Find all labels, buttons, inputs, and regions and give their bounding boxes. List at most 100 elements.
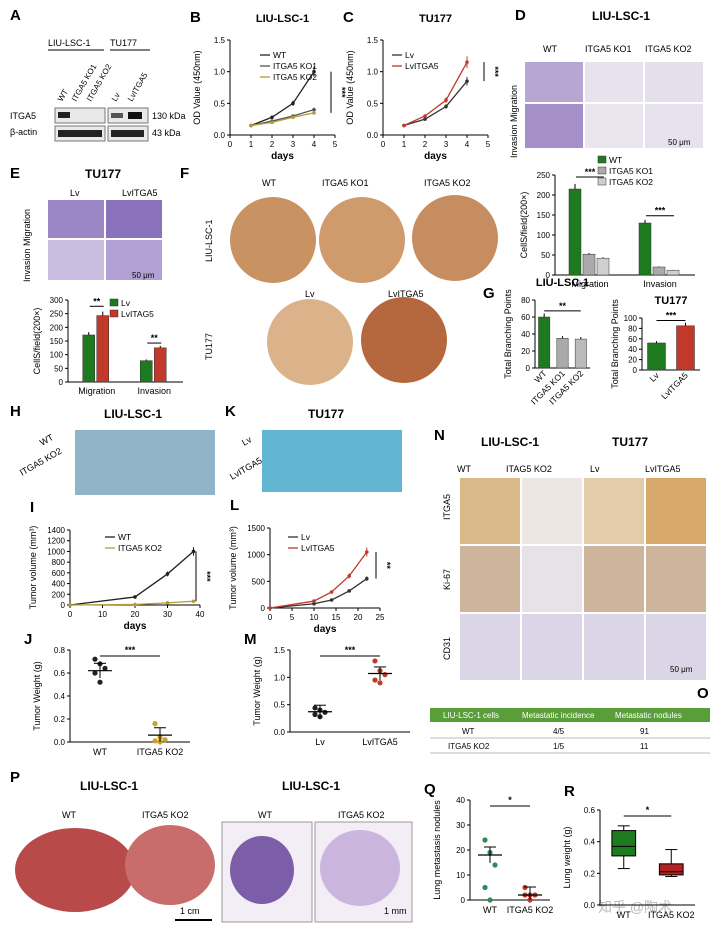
blot-cell-label: TU177 bbox=[110, 38, 137, 48]
ihc-image bbox=[460, 614, 520, 680]
y-tick-label: 100 bbox=[537, 231, 551, 240]
panel-letter: E bbox=[10, 165, 20, 182]
x-tick-label: LvITGA5 bbox=[362, 737, 398, 747]
micrograph bbox=[585, 104, 643, 148]
blot-cell-label: LIU-LSC-1 bbox=[48, 38, 91, 48]
scatter-chart-M: 0.0 0.5 1.0 1.5 Tumor Weight (g) Lv LvITGA5 ***… bbox=[244, 631, 410, 747]
ihc-image bbox=[646, 614, 706, 680]
data-point bbox=[312, 599, 316, 603]
legend-entry: Lv bbox=[121, 298, 131, 308]
col-label: WT bbox=[457, 464, 471, 474]
y-tick-label: 1400 bbox=[47, 526, 65, 535]
row-label: Ki-67 bbox=[442, 569, 452, 590]
col-label: ITGA5 KO1 bbox=[585, 44, 632, 54]
legend-swatch bbox=[597, 155, 607, 164]
data-point bbox=[347, 574, 352, 578]
y-axis-label: CellS/field(200×) bbox=[519, 192, 529, 259]
panel-title: LIU-LSC-1 bbox=[80, 779, 138, 793]
y-tick-label: 0.0 bbox=[367, 131, 379, 140]
side-label: Invasion Migration bbox=[22, 209, 32, 282]
col-label: LvITGA5 bbox=[645, 464, 681, 474]
x-tick-label: WT bbox=[617, 910, 631, 920]
x-tick-label: 25 bbox=[376, 613, 385, 622]
bar bbox=[666, 269, 680, 276]
data-point bbox=[347, 589, 352, 593]
panel-letter: I bbox=[30, 499, 34, 516]
ihc-image bbox=[584, 546, 644, 612]
x-axis-label: days bbox=[314, 624, 337, 635]
y-tick-label: 30 bbox=[456, 821, 465, 830]
scale-bar-label: 50 μm bbox=[670, 665, 693, 674]
y-tick-label: 0.4 bbox=[54, 692, 66, 701]
col-label: WT bbox=[62, 810, 76, 820]
y-tick-label: 10 bbox=[456, 871, 465, 880]
legend-entry: LvITGA5 bbox=[301, 543, 335, 553]
bar bbox=[556, 338, 569, 369]
row-label: ITGA5 bbox=[442, 494, 452, 520]
micrograph bbox=[106, 240, 162, 280]
y-tick-label: 600 bbox=[52, 569, 66, 578]
y-tick-label: 40 bbox=[521, 330, 530, 339]
lung-photo bbox=[125, 825, 215, 905]
col-label: ITGA5 KO2 bbox=[142, 810, 189, 820]
data-point bbox=[444, 104, 448, 109]
box-chart-R: 0.0 0.2 0.4 0.6 Lung weight (g) WT ITGA5 KO2 * R bbox=[562, 783, 695, 920]
blot-row-label: β-actin bbox=[10, 127, 37, 137]
panel-title: TU177 bbox=[308, 407, 344, 421]
watermark: 知乎 @陶术 bbox=[598, 899, 672, 915]
legend-entry: WT bbox=[609, 155, 622, 165]
bar bbox=[582, 253, 596, 276]
y-tick-label: 1.5 bbox=[214, 36, 226, 45]
series-line bbox=[269, 551, 368, 609]
table-cell: WT bbox=[462, 727, 475, 736]
col-label: ITGA5 KO2 bbox=[338, 810, 385, 820]
series-line bbox=[69, 550, 194, 606]
x-tick-label: Invasion bbox=[643, 279, 677, 289]
y-tick-label: 250 bbox=[537, 171, 551, 180]
y-tick-label: 0 bbox=[261, 604, 266, 613]
ihc-image bbox=[646, 478, 706, 544]
col-label: LvITGA5 bbox=[388, 289, 424, 299]
bar bbox=[676, 325, 695, 371]
x-tick-label: LvITGA5 bbox=[659, 370, 690, 401]
chart-title: LIU-LSC-1 bbox=[536, 277, 589, 289]
panel-title: LIU-LSC-1 bbox=[104, 407, 162, 421]
x-tick-label: ITGA5 KO2 bbox=[137, 747, 184, 757]
y-tick-label: 800 bbox=[52, 558, 66, 567]
bar bbox=[574, 338, 587, 369]
micrograph bbox=[585, 62, 643, 102]
ihc-image bbox=[460, 478, 520, 544]
data-point bbox=[291, 115, 295, 120]
panel-letter: F bbox=[180, 165, 189, 182]
panel-title: TU177 bbox=[85, 167, 121, 181]
micrograph bbox=[106, 200, 162, 238]
table-cell: 4/5 bbox=[553, 727, 565, 736]
panel-letter: A bbox=[10, 7, 21, 24]
data-point bbox=[492, 862, 498, 868]
line-chart-L: 0 500 1000 1500 Tumor volume (mm³) 0 5 10 15 20 25… bbox=[228, 497, 392, 635]
chart-title: TU177 bbox=[419, 13, 452, 25]
kda-label: 130 kDa bbox=[152, 111, 186, 121]
data-point bbox=[377, 680, 383, 686]
y-tick-label: 20 bbox=[628, 356, 637, 365]
bar-chart-D2: 0 50 100 150 200 250 CellS/field(200×) Migratio… bbox=[519, 155, 695, 289]
legend-entry: Lv bbox=[405, 50, 415, 60]
data-point bbox=[329, 590, 334, 594]
panel-e: E TU177 Lv LvITGA5 Invasion Migration 50… bbox=[10, 165, 162, 282]
ihc-image bbox=[522, 614, 582, 680]
x-tick-label: 4 bbox=[465, 140, 470, 149]
legend-entry: WT bbox=[118, 532, 131, 542]
bar bbox=[140, 360, 153, 383]
y-axis-label: Tumor Weight (g) bbox=[252, 656, 262, 726]
series-line bbox=[269, 578, 368, 609]
ihc-image bbox=[646, 546, 706, 612]
blot-band bbox=[128, 112, 142, 119]
sig-label: ** bbox=[559, 301, 567, 311]
series-line bbox=[250, 109, 315, 127]
bar bbox=[538, 316, 551, 369]
y-tick-label: 1.5 bbox=[274, 646, 286, 655]
panel-letter: M bbox=[244, 631, 257, 648]
sig-label: ** bbox=[151, 333, 159, 343]
bar bbox=[96, 315, 109, 383]
micrograph bbox=[645, 104, 703, 148]
